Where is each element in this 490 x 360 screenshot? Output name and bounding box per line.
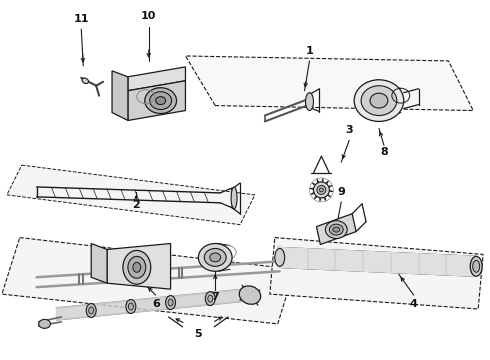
Polygon shape [112, 71, 128, 121]
Text: 9: 9 [337, 187, 345, 197]
Ellipse shape [86, 303, 96, 318]
Text: 2: 2 [132, 200, 140, 210]
Ellipse shape [354, 80, 404, 121]
Ellipse shape [361, 86, 397, 116]
Ellipse shape [133, 262, 141, 272]
Polygon shape [128, 81, 185, 121]
Ellipse shape [317, 185, 326, 194]
Text: 10: 10 [141, 11, 156, 21]
Ellipse shape [231, 187, 237, 209]
Text: 3: 3 [345, 125, 353, 135]
Ellipse shape [370, 93, 388, 108]
Ellipse shape [314, 182, 329, 198]
Text: 1: 1 [306, 46, 314, 56]
Text: 6: 6 [152, 299, 160, 309]
Ellipse shape [39, 319, 50, 328]
Ellipse shape [473, 260, 480, 272]
Ellipse shape [325, 221, 347, 239]
Ellipse shape [208, 295, 213, 302]
Polygon shape [128, 67, 185, 91]
Ellipse shape [210, 253, 220, 262]
Polygon shape [278, 247, 476, 276]
Ellipse shape [123, 251, 151, 284]
Ellipse shape [166, 296, 175, 310]
Polygon shape [185, 56, 473, 111]
Ellipse shape [275, 248, 285, 266]
Text: 7: 7 [211, 292, 219, 302]
Ellipse shape [329, 224, 343, 235]
Ellipse shape [319, 188, 323, 192]
Text: 4: 4 [410, 299, 417, 309]
Ellipse shape [205, 292, 215, 306]
Polygon shape [91, 243, 107, 283]
Polygon shape [7, 165, 255, 225]
Ellipse shape [89, 307, 94, 314]
Ellipse shape [333, 227, 340, 232]
Ellipse shape [126, 300, 136, 314]
Polygon shape [56, 288, 255, 320]
Ellipse shape [204, 248, 226, 266]
Text: 11: 11 [74, 14, 89, 24]
Ellipse shape [239, 286, 261, 304]
Ellipse shape [168, 299, 173, 306]
Ellipse shape [470, 256, 482, 276]
Text: 8: 8 [380, 147, 388, 157]
Ellipse shape [145, 88, 176, 113]
Ellipse shape [150, 92, 172, 109]
Ellipse shape [128, 256, 146, 278]
Ellipse shape [306, 93, 314, 111]
Polygon shape [2, 238, 294, 324]
Polygon shape [317, 214, 356, 244]
Polygon shape [270, 238, 483, 309]
Ellipse shape [128, 303, 133, 310]
Ellipse shape [198, 243, 232, 271]
Ellipse shape [82, 78, 89, 84]
Text: 5: 5 [195, 329, 202, 339]
Polygon shape [107, 243, 171, 289]
Ellipse shape [156, 96, 166, 105]
